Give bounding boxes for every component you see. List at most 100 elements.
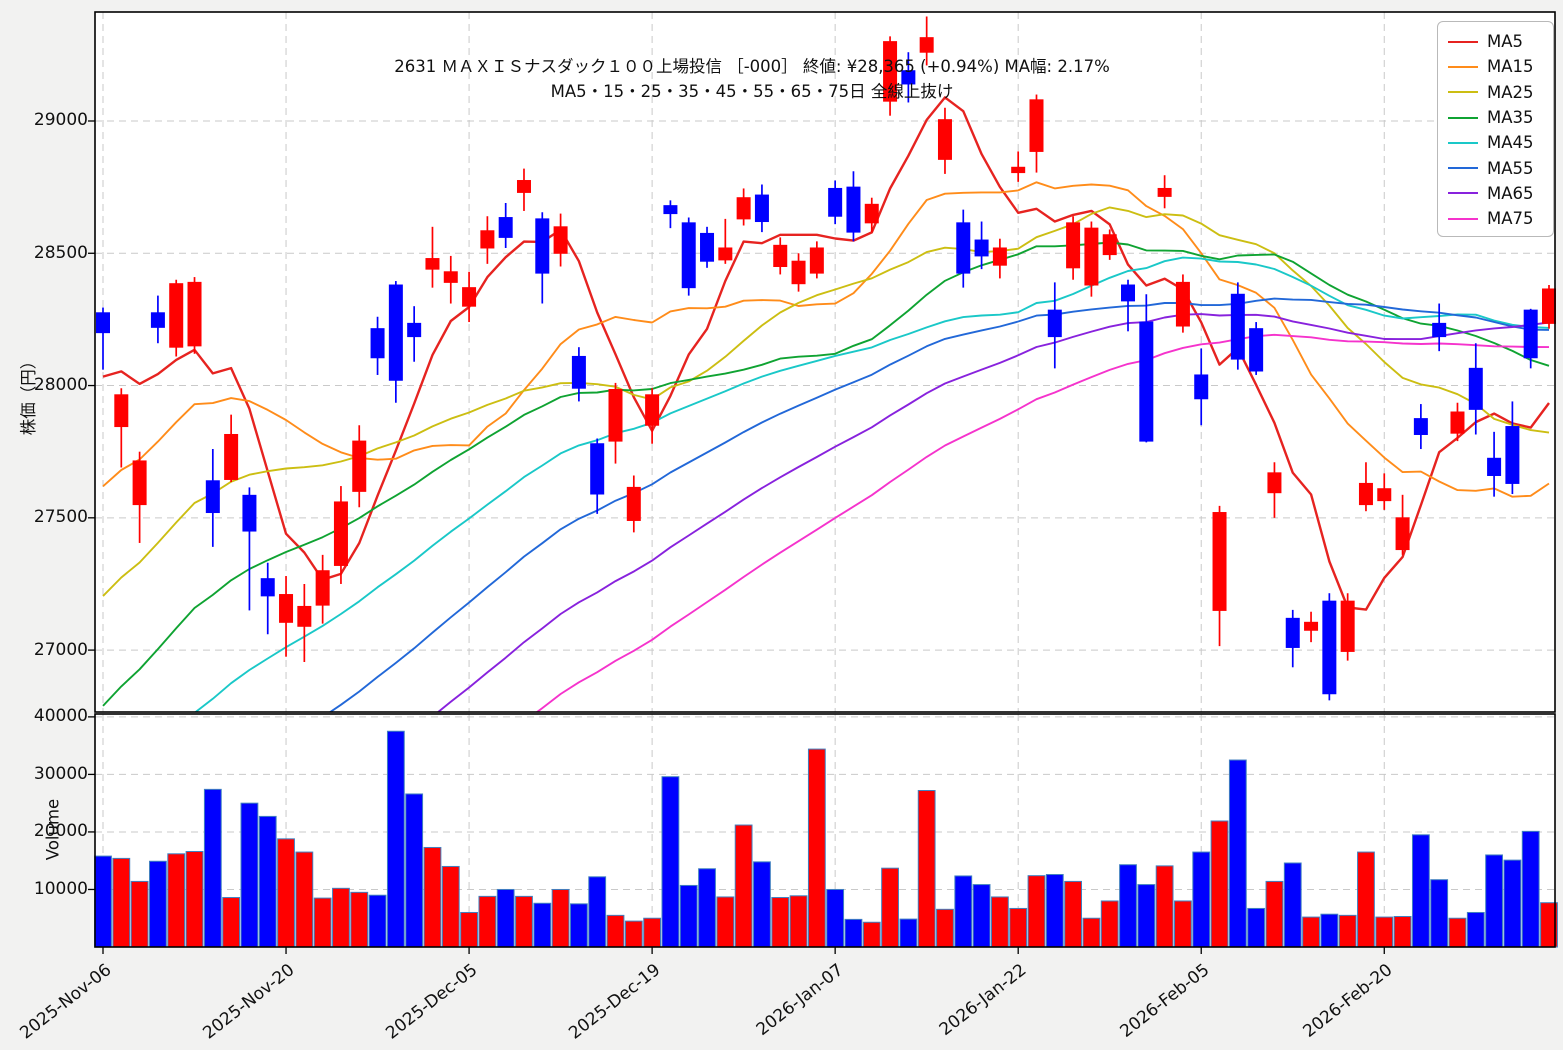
candle-body (1413, 418, 1428, 435)
legend-item-ma5: MA5 (1438, 29, 1553, 54)
candle-body (1139, 321, 1154, 442)
volume-bar (1192, 851, 1211, 948)
volume-bar (753, 861, 771, 948)
candle-body (279, 594, 294, 623)
candle-body (590, 443, 605, 495)
volume-bar (277, 838, 295, 948)
volume-bar (94, 855, 112, 948)
candle-body (1487, 457, 1502, 476)
candle-body (645, 394, 660, 426)
volume-tick-label: 40000 (33, 706, 88, 727)
legend-line-swatch (1448, 217, 1478, 220)
candle-body (1102, 234, 1117, 256)
candle-body (1340, 600, 1355, 652)
volume-bar (405, 793, 424, 948)
legend-label: MA35 (1487, 108, 1534, 128)
candle-body (132, 460, 147, 506)
price-tick-label: 27000 (33, 639, 88, 660)
legend: MA5 MA15 MA25 MA35 MA45 MA55 MA65 MA75 (1437, 21, 1554, 238)
volume-bar (826, 888, 845, 948)
legend-line-swatch (1448, 167, 1478, 170)
candle-body (1468, 367, 1483, 410)
candle-body (919, 37, 934, 53)
candle-body (1450, 411, 1465, 434)
volume-bar (533, 902, 552, 948)
volume-bar (1155, 865, 1174, 948)
candle-body (333, 501, 348, 566)
volume-bar (990, 896, 1009, 948)
legend-label: MA55 (1487, 158, 1534, 178)
price-tick-label: 29000 (33, 110, 88, 131)
volume-bar (1265, 880, 1284, 948)
volume-bar (1503, 859, 1522, 948)
candle-body (846, 186, 861, 233)
legend-label: MA25 (1487, 82, 1534, 102)
volume-bar (1027, 875, 1046, 948)
legend-label: MA75 (1487, 209, 1534, 229)
candle-body (205, 480, 220, 514)
candle-body (1432, 322, 1447, 338)
candle-body (370, 328, 385, 359)
volume-bar (1320, 913, 1339, 948)
volume-bar (423, 846, 442, 948)
candle-body (1047, 309, 1062, 338)
volume-bar (606, 914, 625, 948)
volume-bar (807, 748, 826, 948)
candle-body (608, 389, 623, 442)
volume-tick-label: 30000 (33, 763, 88, 784)
volume-bar (972, 884, 991, 948)
candle-body (1523, 309, 1538, 359)
volume-bar (130, 880, 149, 948)
volume-bar (1283, 862, 1302, 948)
volume-bar (551, 888, 570, 948)
legend-item-ma65: MA65 (1438, 181, 1553, 206)
legend-label: MA65 (1487, 183, 1534, 203)
price-tick-label: 28500 (33, 242, 88, 263)
volume-bar (771, 897, 790, 948)
candle-body (828, 187, 843, 217)
candle-body (187, 281, 202, 347)
candle-body (1029, 99, 1044, 152)
candle-body (736, 197, 751, 220)
volume-bar (386, 730, 405, 948)
volume-bar (313, 897, 332, 948)
volume-bar (698, 868, 716, 948)
candle-body (1175, 281, 1190, 327)
legend-item-ma45: MA45 (1438, 130, 1553, 155)
candle-body (718, 247, 733, 261)
candle-body (443, 271, 458, 283)
candle-body (1212, 512, 1227, 611)
candlesticks (96, 16, 1556, 701)
candle-body (388, 284, 403, 381)
volume-bar (258, 815, 277, 948)
candle-body (1542, 288, 1556, 324)
candle-body (1304, 621, 1319, 631)
candle-body (224, 433, 239, 480)
volume-bar (332, 887, 350, 948)
volume-bar (1119, 864, 1137, 948)
volume-bar (716, 896, 735, 948)
candle-body (754, 194, 769, 223)
legend-item-ma35: MA35 (1438, 105, 1553, 130)
volume-bar (1430, 879, 1449, 948)
volume-bar (222, 897, 241, 948)
volume-bar (167, 853, 186, 948)
ma-line-ma45 (194, 256, 1550, 712)
candle-body (883, 41, 898, 102)
candle-body (1121, 284, 1136, 302)
volume-bar (1357, 851, 1375, 948)
candle-body (992, 247, 1007, 266)
panel-borders (88, 11, 1556, 954)
candle-body (901, 70, 916, 85)
volume-bar (496, 888, 515, 948)
volume-tick-label: 10000 (33, 878, 88, 899)
volume-bar (881, 867, 899, 948)
ma-line-ma55 (328, 297, 1550, 712)
volume-bar (661, 776, 680, 948)
volume-bar (734, 824, 753, 948)
candle-body (169, 283, 184, 348)
ma-lines (102, 96, 1550, 712)
candle-body (480, 230, 495, 249)
volume-bar (1009, 907, 1028, 948)
